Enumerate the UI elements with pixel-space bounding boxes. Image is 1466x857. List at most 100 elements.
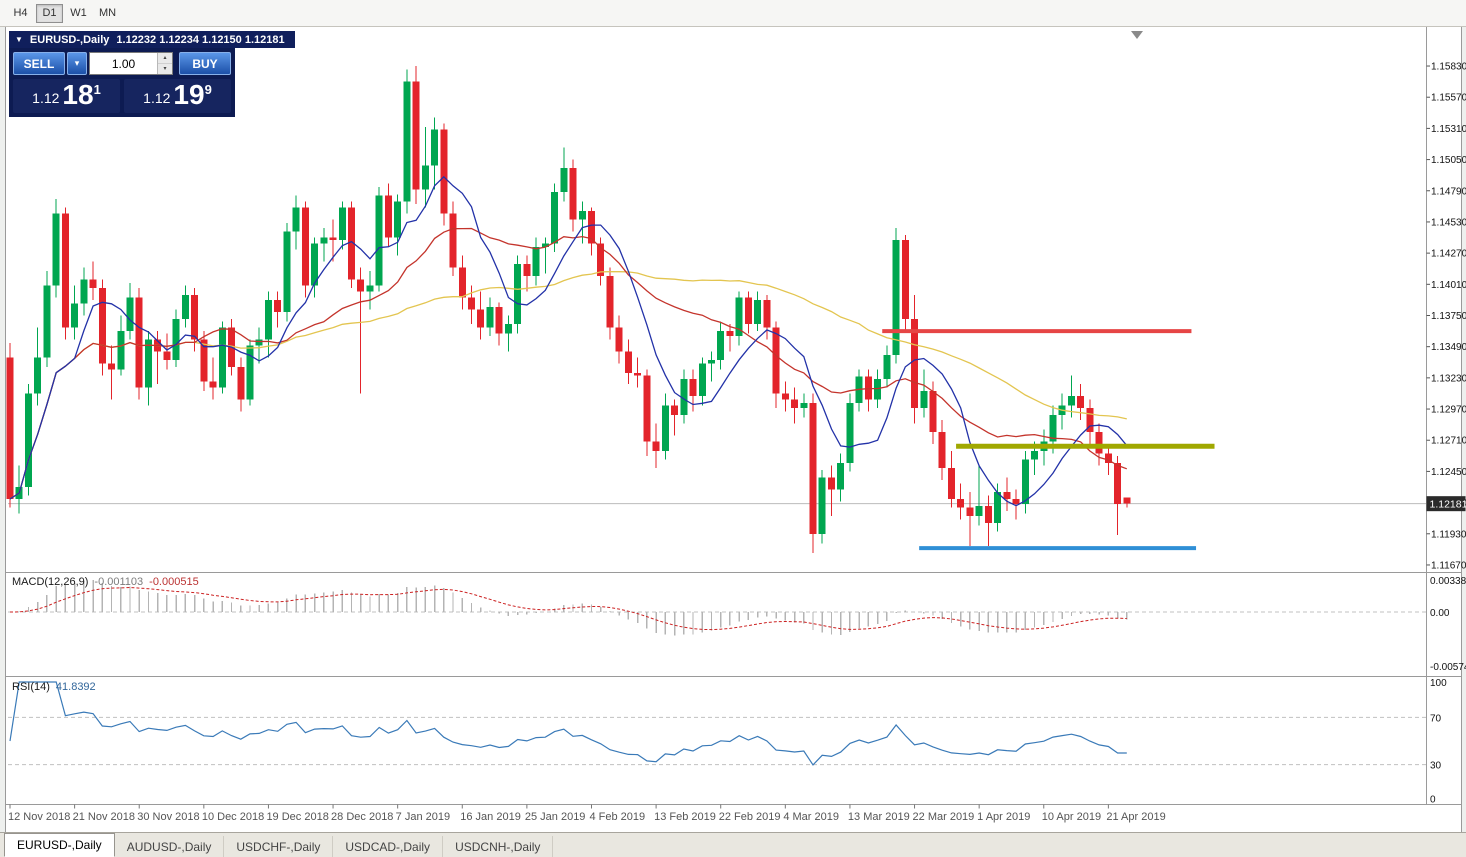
price-axis-label: 1.12970: [1431, 405, 1466, 416]
price-axis-label: 1.12450: [1431, 467, 1466, 478]
date-axis-label: 13 Mar 2019: [848, 811, 910, 823]
tab-usdcnh-daily[interactable]: USDCNH-,Daily: [443, 836, 554, 857]
date-axis-label: 1 Apr 2019: [977, 811, 1030, 823]
sell-price-big: 18: [62, 79, 94, 110]
buy-price-display[interactable]: 1.12 19 9: [124, 79, 231, 113]
current-price-badge: 1.12181: [1426, 496, 1466, 512]
date-axis-label: 30 Nov 2018: [137, 811, 199, 823]
price-axis-label: 1.14270: [1431, 249, 1466, 260]
date-axis-label: 7 Jan 2019: [396, 811, 450, 823]
date-axis-label: 25 Jan 2019: [525, 811, 586, 823]
buy-price-pip: 9: [204, 82, 212, 97]
macd-axis-label: 0.003386: [1430, 576, 1466, 587]
moving-average-lines: [9, 175, 1128, 507]
macd-axis-label: 0.00: [1430, 608, 1450, 619]
price-axis-label: 1.14530: [1431, 217, 1466, 228]
ma-slow-line: [9, 271, 1127, 500]
price-axis-label: 1.15830: [1431, 62, 1466, 73]
timeframe-d1-button[interactable]: D1: [36, 3, 63, 23]
timeframe-h4-button[interactable]: H4: [7, 4, 34, 23]
price-axis-label: 1.11670: [1431, 560, 1466, 571]
price-axis-label: 1.15050: [1431, 155, 1466, 166]
price-axis-label: 1.13490: [1431, 342, 1466, 353]
macd-histogram: [18, 580, 1128, 636]
rsi-line: [9, 681, 1127, 766]
price-axis-label: 1.13230: [1431, 373, 1466, 384]
sell-button[interactable]: SELL: [13, 52, 65, 75]
price-axis-label: 1.15570: [1431, 93, 1466, 104]
sell-price-pip: 1: [93, 82, 101, 97]
tab-usdchf-daily[interactable]: USDCHF-,Daily: [224, 836, 334, 857]
macd-axis-label: -0.00574: [1430, 662, 1466, 673]
chart-ohlc-values: 1.12232 1.12234 1.12150 1.12181: [116, 33, 285, 46]
candlestick-series: [6, 66, 1131, 553]
date-axis-label: 22 Feb 2019: [719, 811, 781, 823]
date-axis-label: 21 Nov 2018: [73, 811, 135, 823]
symbol-tab-bar: EURUSD-,Daily AUDUSD-,Daily USDCHF-,Dail…: [0, 832, 1466, 857]
ma-mid-line: [9, 227, 1128, 500]
date-axis-label: 13 Feb 2019: [654, 811, 716, 823]
date-axis[interactable]: 12 Nov 2018 21 Nov 2018 30 Nov 2018 10 Dec …: [8, 804, 1166, 824]
price-axis-label: 1.14010: [1431, 280, 1466, 291]
one-click-trading-panel: SELL ▾ ▴ ▾ BUY 1.12 18 1 1.12 19 9: [9, 48, 235, 117]
rsi-axis-label: 30: [1430, 761, 1442, 772]
tab-audusd-daily[interactable]: AUDUSD-,Daily: [115, 836, 225, 857]
volume-input[interactable]: [90, 53, 157, 74]
date-axis-label: 16 Jan 2019: [460, 811, 521, 823]
date-axis-label: 10 Apr 2019: [1042, 811, 1101, 823]
macd-signal-line: [9, 586, 1127, 631]
macd-signal-value: -0.000515: [149, 576, 199, 588]
rsi-name: RSI(14): [12, 681, 50, 693]
spin-down-icon[interactable]: ▾: [158, 64, 172, 74]
price-axis-label: 1.15310: [1431, 124, 1466, 135]
buy-price-big: 19: [173, 79, 205, 110]
date-axis-label: 12 Nov 2018: [8, 811, 70, 823]
spin-up-icon[interactable]: ▴: [158, 53, 172, 64]
rsi-axis-label: 0: [1430, 795, 1436, 806]
volume-box: ▴ ▾: [89, 52, 173, 75]
buy-button[interactable]: BUY: [179, 52, 231, 75]
sell-price-display[interactable]: 1.12 18 1: [13, 79, 120, 113]
volume-dropdown-button[interactable]: ▾: [67, 52, 87, 75]
timeframe-mn-button[interactable]: MN: [94, 4, 121, 23]
date-axis-label: 28 Dec 2018: [331, 811, 393, 823]
date-axis-label: 22 Mar 2019: [913, 811, 975, 823]
tab-eurusd-daily[interactable]: EURUSD-,Daily: [4, 833, 115, 857]
date-axis-label: 10 Dec 2018: [202, 811, 264, 823]
price-axis-label: 1.13750: [1431, 311, 1466, 322]
macd-indicator-label: MACD(12,26,9) -0.001103 -0.000515: [12, 576, 199, 588]
price-axis-label: 1.11930: [1431, 529, 1466, 540]
macd-name: MACD(12,26,9): [12, 576, 89, 588]
rsi-value: 41.8392: [55, 681, 96, 693]
chart-background: [5, 27, 1462, 832]
chart-symbol-title: EURUSD-,Daily: [29, 33, 110, 46]
price-axis-label: 1.12710: [1431, 436, 1466, 447]
price-axis-label: 1.14790: [1431, 186, 1466, 197]
rsi-axis-label: 70: [1430, 713, 1442, 724]
ma-fast-line: [9, 175, 1128, 507]
horizontal-line-objects[interactable]: [882, 329, 1215, 551]
chart-shift-marker-icon[interactable]: [1131, 31, 1143, 39]
macd-main-value: -0.001103: [94, 576, 144, 588]
chevron-down-icon: ▾: [74, 58, 80, 68]
trade-controls-row: SELL ▾ ▴ ▾ BUY: [13, 52, 231, 75]
collapse-panel-icon[interactable]: ▼: [15, 35, 23, 44]
chart-frame: [5, 27, 1462, 832]
trade-prices-row: 1.12 18 1 1.12 19 9: [13, 79, 231, 113]
rsi-indicator-label: RSI(14) 41.8392: [12, 681, 96, 693]
volume-spinner: ▴ ▾: [157, 53, 172, 74]
date-axis-label: 21 Apr 2019: [1106, 811, 1165, 823]
rsi-axis-label: 100: [1430, 678, 1447, 689]
sell-price-prefix: 1.12: [32, 90, 60, 106]
svg-text:1.12181: 1.12181: [1430, 498, 1466, 510]
buy-price-prefix: 1.12: [143, 90, 171, 106]
date-axis-label: 19 Dec 2018: [266, 811, 328, 823]
rsi-axis: 100 70 30 0: [1430, 678, 1447, 806]
date-axis-label: 4 Feb 2019: [589, 811, 645, 823]
macd-axis: 0.003386 0.00 -0.00574: [1430, 576, 1466, 673]
timeframe-w1-button[interactable]: W1: [65, 4, 92, 23]
date-axis-label: 4 Mar 2019: [783, 811, 839, 823]
tab-usdcad-daily[interactable]: USDCAD-,Daily: [333, 836, 444, 857]
timeframe-toolbar: H4 D1 W1 MN: [0, 0, 1466, 27]
